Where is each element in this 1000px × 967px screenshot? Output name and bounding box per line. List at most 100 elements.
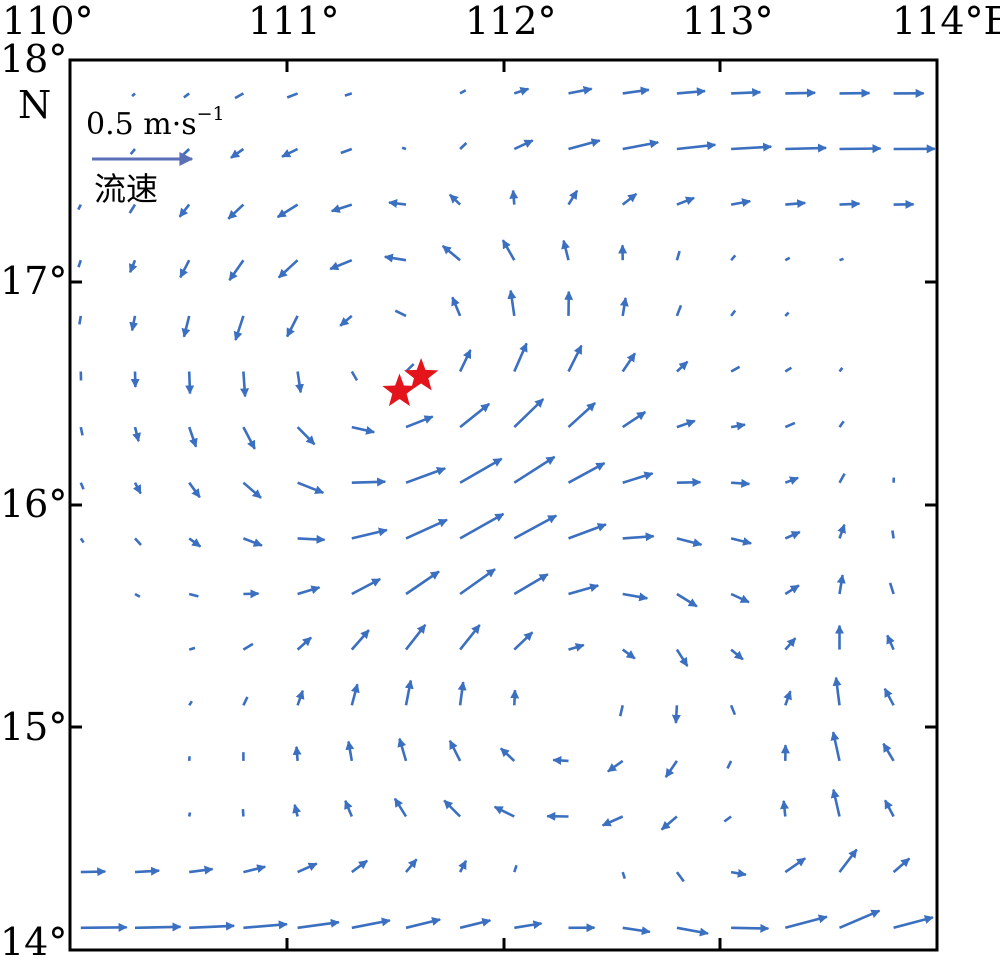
current-vector [350, 629, 370, 651]
current-vector-field [77, 85, 936, 937]
current-vector [458, 859, 468, 873]
current-vector [664, 760, 678, 778]
current-vector [676, 360, 689, 373]
current-vector [286, 92, 299, 99]
current-vector [568, 643, 585, 652]
current-vector [448, 193, 462, 206]
current-vector [179, 259, 191, 279]
current-vector [671, 705, 681, 724]
current-vector [401, 146, 407, 151]
current-vector [882, 742, 895, 762]
current-vector [404, 624, 427, 651]
current-vector [675, 871, 685, 883]
current-vector [458, 349, 472, 373]
current-vector [568, 523, 607, 540]
current-vector [292, 803, 302, 817]
lat-tick-label-14: 14° [0, 920, 67, 964]
current-vector [883, 687, 895, 706]
current-vector [234, 92, 245, 100]
current-vector [784, 476, 799, 485]
current-vector [784, 366, 793, 373]
current-vector [784, 857, 806, 874]
current-vector [79, 426, 84, 436]
current-vector [296, 636, 312, 651]
lat-unit-label: N [18, 83, 51, 127]
current-vector [459, 624, 481, 651]
station-markers [382, 358, 439, 407]
current-vector [891, 530, 895, 539]
current-vector [893, 915, 934, 930]
current-vector [731, 478, 751, 488]
lon-tick-label-114: 114°E [892, 0, 1000, 43]
current-vector [185, 371, 195, 395]
current-vector [836, 574, 846, 595]
current-vector [783, 690, 792, 706]
map-frame [68, 58, 939, 952]
current-vector [351, 917, 391, 930]
current-vector [242, 537, 263, 547]
current-vector [514, 920, 543, 930]
current-vector [459, 568, 496, 596]
current-vector [405, 917, 441, 930]
current-vector [886, 634, 895, 651]
current-vector [405, 518, 448, 540]
current-vector [621, 192, 638, 206]
legend-name: 流速 [94, 170, 158, 208]
current-vector [404, 679, 414, 706]
current-vector [621, 871, 627, 879]
current-vector [784, 530, 801, 540]
current-vector [233, 315, 245, 341]
legend-speed-exponent: −1 [197, 103, 225, 125]
current-vector [350, 370, 359, 382]
current-vector [510, 689, 520, 706]
current-vector [78, 315, 83, 325]
current-vector [443, 799, 462, 818]
current-vector [513, 864, 518, 873]
current-vector [276, 203, 299, 219]
current-vector [839, 257, 844, 262]
current-vector [513, 139, 534, 151]
current-vector [729, 704, 737, 716]
current-vector [675, 304, 683, 317]
lon-tick-label-113: 113° [682, 0, 774, 43]
current-vector [388, 199, 407, 208]
current-vector [784, 637, 797, 651]
current-vector [351, 527, 388, 540]
current-vector [228, 259, 245, 281]
current-vector [457, 681, 467, 706]
current-vector [134, 866, 160, 876]
current-vector [188, 537, 202, 548]
current-vector [242, 696, 249, 706]
current-vector [345, 740, 355, 762]
lat-tick-label-18: 18° [0, 37, 67, 81]
current-vector [622, 532, 655, 542]
current-vector [285, 315, 299, 338]
current-vector [188, 646, 196, 651]
current-vector [730, 198, 752, 207]
current-vector [459, 142, 468, 150]
current-vector [730, 537, 752, 546]
current-vector [277, 259, 299, 279]
current-vector [726, 760, 733, 769]
current-vector [676, 926, 709, 937]
current-vector [676, 592, 698, 608]
current-vector [241, 809, 245, 817]
current-vector [832, 676, 842, 706]
current-vector [383, 253, 407, 263]
current-vector [731, 142, 773, 152]
current-vector [188, 481, 201, 499]
current-vector [344, 799, 354, 817]
current-vector [883, 799, 895, 818]
current-vector [730, 254, 737, 262]
current-vector [181, 315, 191, 338]
current-vector [189, 921, 235, 931]
current-vector [567, 189, 579, 206]
current-vector [499, 747, 516, 762]
current-vector [568, 583, 600, 596]
current-vector [459, 917, 492, 930]
current-vector [397, 737, 408, 762]
current-vector [296, 426, 316, 446]
current-vector [830, 788, 841, 817]
current-vector [731, 923, 770, 933]
